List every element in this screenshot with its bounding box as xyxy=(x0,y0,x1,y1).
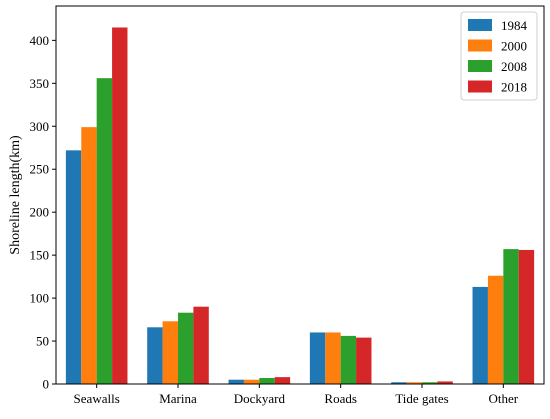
legend-swatch-2008 xyxy=(468,60,492,72)
legend-swatch-2018 xyxy=(468,80,492,93)
bar-2008-marina xyxy=(178,312,194,384)
bar-2000-roads xyxy=(325,332,341,384)
y-tick-label-0: 0 xyxy=(43,377,50,392)
axes-layer: 0 50 100 150 200 250 300 350 400 Seawalls Marina Do… xyxy=(8,5,545,406)
bar-2000-seawalls xyxy=(81,127,97,384)
bar-1984-tide-gates xyxy=(391,382,407,384)
y-tick-label-250: 250 xyxy=(30,162,50,177)
y-tick-label-50: 50 xyxy=(36,334,49,349)
bar-1984-marina xyxy=(147,327,163,384)
bar-2000-tide-gates xyxy=(406,382,422,384)
bar-1984-other xyxy=(472,286,488,384)
legend-box xyxy=(460,11,538,101)
legend-label-2000: 2000 xyxy=(501,39,527,54)
bars-layer xyxy=(65,27,535,384)
bar-2008-other xyxy=(503,249,519,384)
y-tick-label-100: 100 xyxy=(30,291,50,306)
x-tick-label-other: Other xyxy=(489,391,519,406)
y-tick-label-350: 350 xyxy=(30,76,50,91)
y-tick-label-200: 200 xyxy=(30,205,50,220)
x-tick-label-marina: Marina xyxy=(159,391,197,406)
bar-1984-seawalls xyxy=(65,150,82,384)
bar-2018-dockyard xyxy=(274,377,291,384)
bar-2018-marina xyxy=(193,306,209,384)
legend-swatch-1984 xyxy=(468,19,492,31)
x-tick-label-roads: Roads xyxy=(324,391,357,406)
plot-frame xyxy=(55,5,545,385)
y-tick-label-300: 300 xyxy=(30,119,50,134)
x-tick-label-seawalls: Seawalls xyxy=(74,391,120,406)
x-tick-label-tide-gates: Tide gates xyxy=(395,391,448,406)
bar-2000-other xyxy=(487,275,504,384)
y-tick-label-400: 400 xyxy=(30,33,50,48)
bar-2000-dockyard xyxy=(243,379,260,384)
legend-swatch-2000 xyxy=(468,39,492,52)
bar-2008-tide-gates xyxy=(422,382,438,384)
bar-2018-seawalls xyxy=(112,27,128,384)
y-tick-label-150: 150 xyxy=(30,248,50,263)
bar-2018-other xyxy=(518,249,535,384)
bar-2000-marina xyxy=(162,321,178,384)
bar-2008-seawalls xyxy=(96,78,113,384)
legend-label-2018: 2018 xyxy=(501,80,527,95)
bar-2018-tide-gates xyxy=(437,381,453,384)
legend: 1984 2000 2008 2018 xyxy=(460,11,538,101)
bar-2008-roads xyxy=(340,335,357,384)
bar-1984-roads xyxy=(309,332,326,384)
bar-2008-dockyard xyxy=(259,377,275,384)
x-tick-label-dockyard: Dockyard xyxy=(234,391,286,406)
bar-2018-roads xyxy=(356,337,372,384)
legend-label-2008: 2008 xyxy=(501,59,527,74)
legend-label-1984: 1984 xyxy=(501,18,528,33)
bar-1984-dockyard xyxy=(228,379,244,384)
y-axis-label: Shoreline length(km) xyxy=(8,135,23,255)
